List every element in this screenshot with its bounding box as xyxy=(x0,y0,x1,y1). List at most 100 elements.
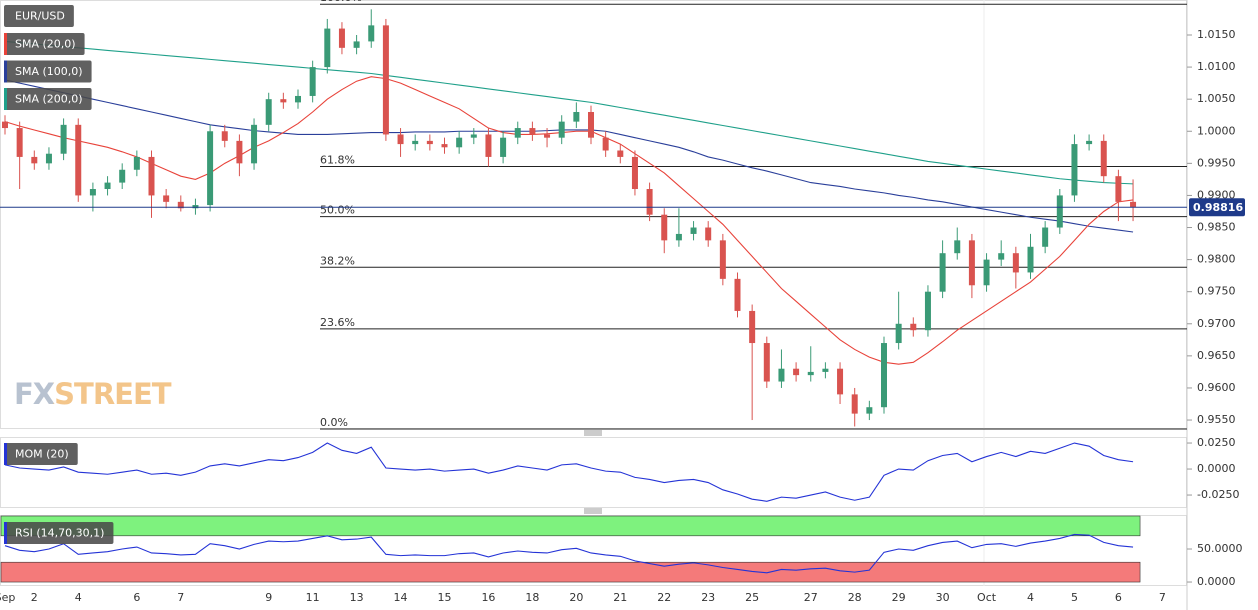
zone xyxy=(0,515,1141,537)
x-tick-label: 6 xyxy=(133,591,140,604)
y-tick-label: 0.9850 xyxy=(1197,221,1236,234)
x-tick-label: 5 xyxy=(1071,591,1078,604)
y-tick-label: 50.0000 xyxy=(1197,542,1243,555)
candle-body xyxy=(998,253,1005,260)
x-tick-label: 7 xyxy=(177,591,184,604)
legend-box xyxy=(4,443,78,465)
candle-body xyxy=(939,253,946,292)
candle-body xyxy=(441,144,448,148)
candle-body xyxy=(207,131,214,206)
candle-body xyxy=(924,291,931,331)
candle-body xyxy=(104,182,111,190)
last-price-box xyxy=(1189,198,1245,217)
x-tick-label: 18 xyxy=(525,591,539,604)
candle-body xyxy=(89,189,96,196)
candle-body xyxy=(133,156,140,170)
candle-body xyxy=(851,394,858,414)
candle-body xyxy=(148,156,155,196)
candle-body xyxy=(793,368,800,376)
legend-entry: RSI (14,70,30,1) xyxy=(4,522,114,544)
x-tick-label: 11 xyxy=(306,591,320,604)
candle-body xyxy=(251,124,258,164)
panel-handle xyxy=(584,430,602,514)
y-tick-label: 0.0000 xyxy=(1197,575,1236,588)
candle-body xyxy=(163,195,170,202)
candle-body xyxy=(866,407,873,414)
candle-body xyxy=(514,128,521,138)
x-tick-label: 15 xyxy=(438,591,452,604)
legend-entry: SMA (200,0) xyxy=(4,88,92,110)
candle-body xyxy=(75,124,82,196)
x-tick-label: 4 xyxy=(75,591,82,604)
x-tick-label: 30 xyxy=(936,591,950,604)
x-tick-label: 27 xyxy=(804,591,818,604)
candle-body xyxy=(265,99,272,125)
x-tick-label: 21 xyxy=(613,591,627,604)
y-tick-label: 0.9750 xyxy=(1197,285,1236,298)
legend-label: EUR/USD xyxy=(15,10,65,23)
legend-swatch xyxy=(4,522,7,544)
watermark: FXSTREET xyxy=(14,377,172,411)
x-tick-label: 7 xyxy=(1159,591,1166,604)
fib-label: 38.2% xyxy=(320,254,355,267)
zone xyxy=(0,561,1141,583)
legend-label: SMA (20,0) xyxy=(15,38,76,51)
legend-entry: SMA (100,0) xyxy=(4,60,92,83)
x-tick-label: 23 xyxy=(701,591,715,604)
x-tick-label: 20 xyxy=(569,591,583,604)
candle-body xyxy=(412,140,419,145)
candle-body xyxy=(573,112,580,122)
y-tick-label: 0.9650 xyxy=(1197,349,1236,362)
candle-body xyxy=(968,240,975,286)
legend-box xyxy=(4,88,92,110)
candle-body xyxy=(734,278,741,311)
candle-body xyxy=(192,205,199,209)
fib-label: 50.0% xyxy=(320,204,355,217)
candle-body xyxy=(45,153,52,164)
sma-line xyxy=(4,79,1134,233)
legend-entry: MOM (20) xyxy=(4,443,78,465)
legend-label: RSI (14,70,30,1) xyxy=(15,527,104,540)
x-tick-label: 16 xyxy=(481,591,495,604)
candle-body xyxy=(1115,176,1122,202)
x-tick-label: 13 xyxy=(350,591,364,604)
candle-body xyxy=(353,41,360,48)
candle-body xyxy=(280,99,287,103)
legend-entry: EUR/USD xyxy=(4,5,74,27)
y-tick-label: 0.9600 xyxy=(1197,381,1236,394)
fib-label: 61.8% xyxy=(320,154,355,167)
indicator-line xyxy=(4,442,1134,502)
candle-body xyxy=(719,240,726,279)
x-tick-label: 28 xyxy=(848,591,862,604)
legend-swatch xyxy=(4,33,7,55)
candle-body xyxy=(60,124,67,154)
x-tick-label: Sep xyxy=(0,591,15,604)
legend-swatch xyxy=(4,60,7,83)
candle-body xyxy=(1042,227,1049,247)
candle-body xyxy=(954,240,961,254)
candle-body xyxy=(895,323,902,344)
x-tick-label: 25 xyxy=(745,591,759,604)
candle-body xyxy=(983,259,990,286)
candle-body xyxy=(177,201,184,209)
legend-label: SMA (100,0) xyxy=(15,65,83,78)
x-tick-label: 9 xyxy=(265,591,272,604)
candle-body xyxy=(807,371,814,376)
candle-body xyxy=(119,169,126,183)
x-tick-label: 4 xyxy=(1027,591,1034,604)
candle-body xyxy=(397,134,404,145)
candle-body xyxy=(588,112,594,138)
legend-box xyxy=(4,5,74,27)
x-tick-label: 22 xyxy=(657,591,671,604)
x-tick-label: 2 xyxy=(31,591,38,604)
candle-body xyxy=(646,189,653,215)
candle-body xyxy=(910,323,917,331)
y-tick-label: 0.9700 xyxy=(1197,317,1236,330)
legend-label: SMA (200,0) xyxy=(15,93,83,106)
candle-body xyxy=(617,150,624,157)
candle-body xyxy=(368,25,375,42)
candle-body xyxy=(631,156,638,190)
y-tick-label: 1.0150 xyxy=(1197,28,1236,41)
y-tick-label: 0.9800 xyxy=(1197,253,1236,266)
